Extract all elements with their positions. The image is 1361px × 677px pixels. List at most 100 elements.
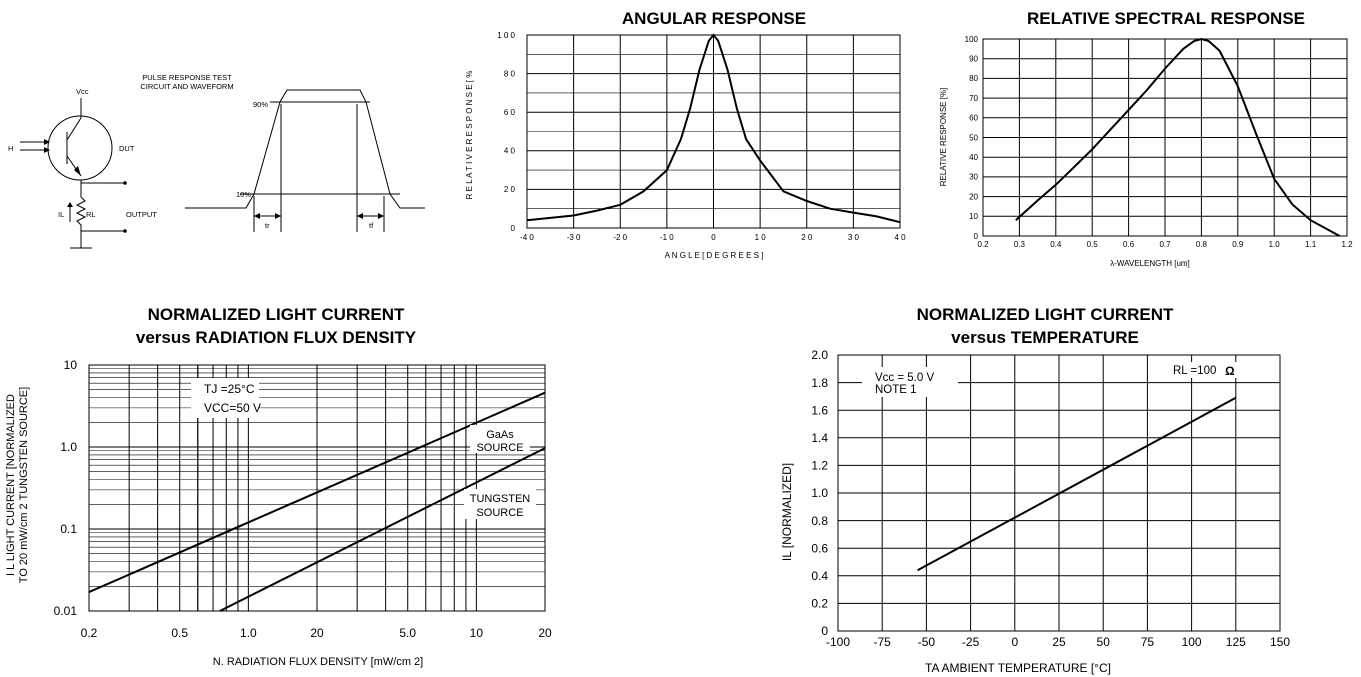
dut-transistor-icon (47, 115, 113, 181)
x-tick-label: 25 (1052, 635, 1066, 649)
il-label: IL (58, 210, 64, 219)
rl-label: RL (86, 210, 96, 219)
series-line-0 (526, 33, 901, 224)
x-tick-label: 0.2 (81, 626, 98, 640)
flux-chart-title: NORMALIZED LIGHT CURRENT (148, 305, 405, 324)
angular-x-axis-label: A N G L E [ D E G R E E S ] (665, 251, 764, 260)
x-tick-label: 2 0 (801, 233, 813, 242)
x-tick-label: 0.5 (171, 626, 188, 640)
tungsten-label-line1: TUNGSTEN (470, 493, 531, 505)
x-tick-label: 1.2 (1341, 240, 1353, 249)
pulse-response-circuit: PULSE RESPONSE TEST CIRCUIT AND WAVEFORM… (8, 73, 425, 249)
x-tick-label: 1.0 (240, 626, 257, 640)
x-tick-label: 1.0 (1269, 240, 1281, 249)
y-tick-label: 6 0 (504, 108, 516, 117)
y-tick-label: 70 (969, 94, 978, 103)
y-tick-label: 4 0 (504, 147, 516, 156)
flux-x-axis-label: N. RADIATION FLUX DENSITY [mW/cm 2] (213, 656, 423, 668)
tungsten-label-line2: SOURCE (476, 507, 523, 519)
series-line-0 (1015, 37, 1341, 237)
output-label: OUTPUT (126, 210, 157, 219)
y-tick-label: 0.4 (811, 569, 828, 583)
x-tick-label: 0 (1011, 635, 1018, 649)
y-tick-label: 90 (969, 55, 978, 64)
ninety-percent-label: 90% (253, 100, 268, 109)
temp-chart-subtitle: versus TEMPERATURE (951, 328, 1139, 347)
y-tick-label: 60 (969, 114, 978, 123)
y-tick-label: 0.2 (811, 597, 828, 611)
y-tick-label: 20 (969, 192, 978, 201)
x-tick-label: 0.5 (1087, 240, 1099, 249)
ten-percent-label: 10% (236, 190, 251, 199)
x-tick-label: 0.4 (1050, 240, 1062, 249)
y-tick-label: 0 (821, 624, 828, 638)
y-tick-label: 0.01 (54, 604, 78, 618)
y-tick-label: 0.1 (60, 522, 77, 536)
gaas-label-line2: SOURCE (476, 442, 523, 454)
y-tick-label: 30 (969, 173, 978, 182)
y-tick-label: 50 (969, 133, 978, 142)
x-tick-label: 0.3 (1014, 240, 1026, 249)
vcc-label: Vcc (76, 87, 89, 96)
x-tick-label: -25 (962, 635, 980, 649)
x-tick-label: 20 (538, 626, 552, 640)
temp-x-axis-label: TA AMBIENT TEMPERATURE [°C] (925, 661, 1111, 675)
x-tick-label: 0.2 (977, 240, 989, 249)
spectral-x-axis-label: λ-WAVELENGTH [um] (1110, 259, 1190, 268)
temp-plot-area: -100 -75 -50 -25 0 25 50 75 100 125 150 0 0.2 0.4 0.6 0… (811, 348, 1290, 649)
x-tick-label: -75 (874, 635, 892, 649)
x-tick-label: 0.8 (1196, 240, 1208, 249)
x-tick-label: 4 0 (894, 233, 906, 242)
x-tick-label: 0.6 (1123, 240, 1135, 249)
h-label: H (8, 144, 13, 153)
pulse-waveform (185, 89, 425, 209)
x-tick-label: -3 0 (567, 233, 581, 242)
x-tick-label: -50 (918, 635, 936, 649)
tj-annotation: TJ =25°C (204, 382, 255, 396)
x-tick-label: 0.9 (1232, 240, 1244, 249)
y-tick-label: 2.0 (811, 348, 828, 362)
fall-time-label: tf (369, 221, 374, 230)
series-line-0 (917, 396, 1237, 572)
spectral-y-axis-label: RELATIVE RESPONSE [%] (939, 88, 948, 187)
y-tick-label: 40 (969, 153, 978, 162)
angular-y-axis-label: R E L A T I V E R E S P O N S E [ % (465, 71, 474, 200)
x-tick-label: 75 (1141, 635, 1155, 649)
x-tick-label: 0.7 (1159, 240, 1171, 249)
x-tick-label: 150 (1270, 635, 1290, 649)
temp-rl-annotation: RL =100 (1173, 365, 1216, 377)
y-tick-label: 1.6 (811, 403, 828, 417)
flux-y-axis-label-line2: TO 20 mW/cm 2 TUNGSTEN SOURCE] (18, 387, 30, 583)
temp-note-annotation: NOTE 1 (875, 384, 917, 396)
y-tick-label: 1.4 (811, 431, 828, 445)
y-tick-label: 1.8 (811, 376, 828, 390)
y-tick-label: 1 0 0 (497, 31, 515, 40)
x-tick-label: 0 (711, 233, 716, 242)
series-line-0 (88, 391, 546, 594)
temperature-chart: NORMALIZED LIGHT CURRENT versus TEMPERAT… (780, 305, 1290, 675)
gaas-label-line1: GaAs (486, 429, 514, 441)
x-tick-label: -100 (826, 635, 850, 649)
vcc-annotation: VCC=50 V (204, 401, 261, 415)
circuit-title-line1: PULSE RESPONSE TEST (142, 73, 232, 82)
y-tick-label: 2 0 (504, 185, 516, 194)
flux-y-axis-label-line1: I L LIGHT CURRENT [NORMALIZED (5, 394, 17, 576)
y-tick-label: 8 0 (504, 69, 516, 78)
ohm-icon: Ω (1225, 364, 1235, 378)
spectral-response-chart: RELATIVE SPECTRAL RESPONSE RELATIVE RESP… (939, 9, 1353, 268)
x-tick-label: 10 (470, 626, 484, 640)
spectral-plot-area: 0.2 0.3 0.4 0.5 0.6 0.7 0.8 0.9 1.0 1.1 1.2 0 10 20 30… (965, 35, 1353, 249)
y-tick-label: 0 (974, 232, 979, 241)
y-tick-label: 10 (64, 358, 78, 372)
angular-plot-area: -4 0 -3 0 -2 0 -1 0 0 1 0 2 0 3 0 4 0 0 2 0 4 0 6 0 8… (497, 31, 906, 242)
x-tick-label: -4 0 (520, 233, 534, 242)
y-tick-label: 1.0 (811, 486, 828, 500)
y-tick-label: 80 (969, 74, 978, 83)
x-tick-label: 100 (1182, 635, 1202, 649)
y-tick-label: 1.0 (60, 440, 77, 454)
x-tick-label: 1 0 (755, 233, 767, 242)
circuit-title-line2: CIRCUIT AND WAVEFORM (140, 82, 233, 91)
dut-label: DUT (119, 144, 135, 153)
series-line-1 (219, 447, 546, 612)
